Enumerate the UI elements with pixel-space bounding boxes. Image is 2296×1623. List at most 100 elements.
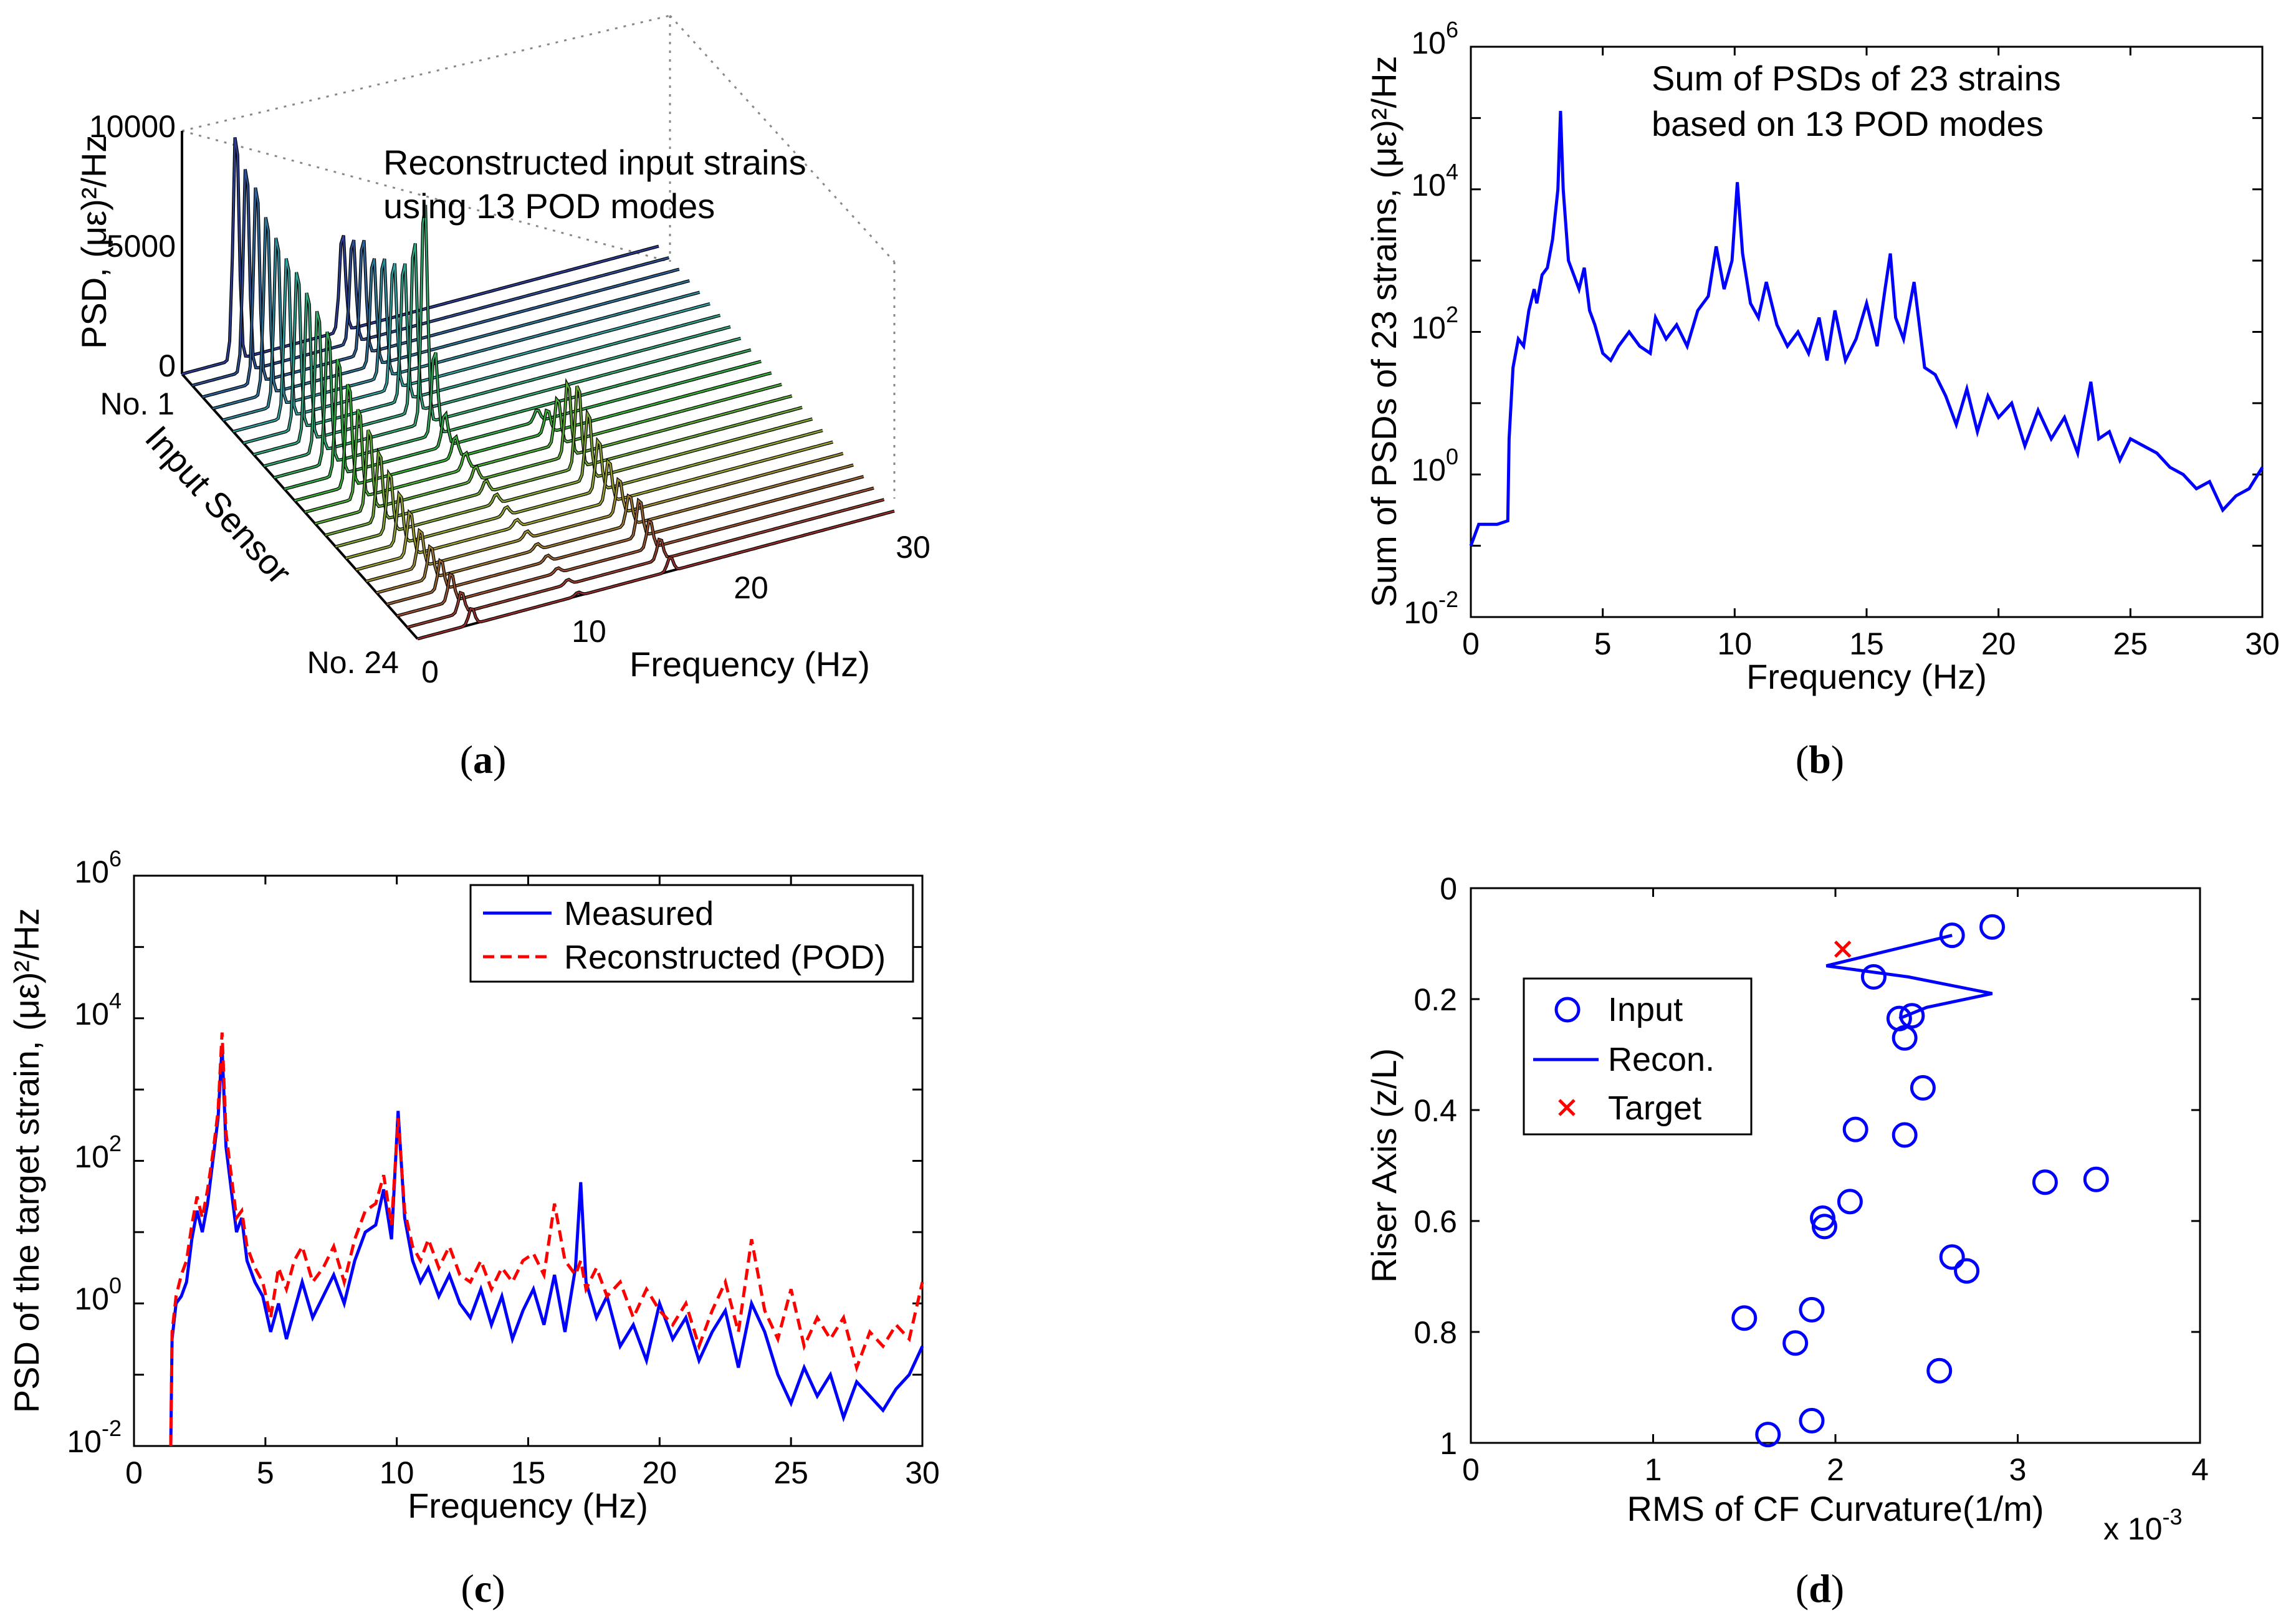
- b-series-line: [1469, 110, 2264, 547]
- d-ticks: [1470, 887, 2201, 1444]
- b-xtick-0: 0: [1462, 626, 1480, 661]
- c-legend-box: [469, 884, 914, 983]
- b-annotation-line1: Sum of PSDs of 23 strains: [1652, 59, 2061, 98]
- b-ytick-1e4: 104: [1411, 159, 1458, 203]
- input-point: [1860, 964, 1887, 990]
- a-xtick-30: 30: [896, 530, 930, 565]
- c-ytick-1e4: 104: [74, 988, 122, 1032]
- a-xtick-20: 20: [734, 570, 768, 605]
- input-point: [1926, 1357, 1953, 1384]
- panel-a-box: [181, 14, 896, 499]
- input-point: [1892, 1025, 1918, 1051]
- c-legend: Measured Reconstructed (POD): [469, 884, 914, 983]
- panel-a-waterfall: 10000 5000 0 PSD, (με)²/Hz No. 1 No. 24 …: [74, 14, 930, 782]
- d-caption: (d): [1796, 1566, 1844, 1611]
- d-ylabel: Riser Axis (z/L): [1364, 1048, 1404, 1283]
- c-xtick-25: 25: [773, 1455, 808, 1490]
- input-point: [1979, 914, 2006, 940]
- c-ytick-1e2: 102: [74, 1131, 122, 1174]
- d-ytick-0.2: 0.2: [1413, 982, 1457, 1017]
- sensor-trace: [407, 499, 884, 628]
- d-legend: Input Recon. Target: [1523, 977, 1753, 1136]
- d-xtick-4: 4: [2191, 1452, 2209, 1487]
- d-legend-swatch-input: [1554, 997, 1581, 1023]
- b-ytick-1e-2: 10-2: [1404, 586, 1458, 630]
- input-point: [2083, 1166, 2109, 1192]
- input-point: [1939, 1244, 1965, 1270]
- b-xtick-20: 20: [1981, 626, 2016, 661]
- b-caption: (b): [1796, 737, 1844, 782]
- a-xtick-0: 0: [421, 654, 439, 689]
- a-ztick-5000: 5000: [107, 229, 176, 264]
- c-ticks: [133, 874, 924, 1447]
- d-xtick-0: 0: [1462, 1452, 1480, 1487]
- c-xtick-0: 0: [125, 1455, 143, 1490]
- d-ytick-0.6: 0.6: [1413, 1204, 1457, 1239]
- d-ytick-0.8: 0.8: [1413, 1315, 1457, 1350]
- a-ylabel: Input Sensor: [138, 418, 299, 591]
- b-ytick-1e0: 100: [1411, 444, 1458, 487]
- c-ytick-1e-2: 10-2: [67, 1415, 122, 1459]
- sensor-trace: [325, 385, 803, 536]
- d-x-multiplier: x 10-3: [2103, 1504, 2183, 1546]
- c-ylabel: PSD of the target strain, (με)²/Hz: [7, 908, 46, 1413]
- c-ytick-1e6: 106: [74, 846, 122, 889]
- input-point: [1731, 1305, 1758, 1331]
- d-target-marker: [1834, 941, 1852, 958]
- b-ytick-1e6: 106: [1411, 17, 1458, 60]
- b-ytick-1e2: 102: [1411, 302, 1458, 345]
- b-xtick-10: 10: [1718, 626, 1753, 661]
- d-xtick-2: 2: [1827, 1452, 1844, 1487]
- b-xlabel: Frequency (Hz): [1746, 657, 1987, 696]
- c-xtick-15: 15: [511, 1455, 546, 1490]
- sensor-trace: [345, 429, 823, 559]
- b-xtick-25: 25: [2113, 626, 2148, 661]
- a-annotation-line2: using 13 POD modes: [383, 186, 715, 226]
- a-xtick-10: 10: [572, 614, 606, 649]
- input-point: [1799, 1296, 1825, 1323]
- d-recon-curve: [1825, 934, 1993, 1020]
- input-point: [1755, 1422, 1781, 1448]
- c-ytick-1e0: 100: [74, 1273, 122, 1316]
- c-xtick-5: 5: [257, 1455, 274, 1490]
- d-xtick-3: 3: [2009, 1452, 2027, 1487]
- panel-b-sum-psd: 0 5 10 15 20 25 30 10-2 100 102 104 106 …: [1364, 17, 2280, 782]
- input-point: [2032, 1169, 2058, 1195]
- d-ytick-1: 1: [1440, 1426, 1457, 1461]
- input-point: [1892, 1122, 1918, 1148]
- c-caption: (c): [461, 1566, 505, 1611]
- b-xtick-15: 15: [1849, 626, 1884, 661]
- a-caption: (a): [460, 737, 507, 782]
- a-ztick-0: 0: [158, 348, 176, 383]
- d-xtick-1: 1: [1645, 1452, 1662, 1487]
- d-ytick-0.4: 0.4: [1413, 1093, 1457, 1128]
- input-point: [1842, 1116, 1868, 1142]
- b-ylabel: Sum of PSDs of 23 strains, (με)²/Hz: [1364, 55, 1404, 607]
- panel-c-target-psd: 0 5 10 15 20 25 30 10-2 100 102 104 106 …: [7, 846, 940, 1611]
- c-series-measured: [169, 1046, 924, 1447]
- d-legend-swatch-target: [1558, 1099, 1576, 1116]
- b-xtick-30: 30: [2245, 626, 2280, 661]
- sensor-trace: [376, 464, 854, 594]
- panel-a-traces: [181, 137, 895, 641]
- d-input-points: [1731, 914, 2109, 1448]
- b-ticks: [1470, 45, 2264, 618]
- input-point: [1910, 1075, 1936, 1101]
- c-legend-label-reconstructed: Reconstructed (POD): [564, 939, 886, 976]
- sensor-trace: [417, 510, 895, 640]
- b-yticks: 10-2 100 102 104 106: [1404, 17, 1458, 630]
- input-point: [1782, 1330, 1809, 1356]
- a-zlabel: PSD, (με)²/Hz: [74, 135, 113, 349]
- input-point: [1939, 922, 1965, 949]
- c-xtick-10: 10: [380, 1455, 414, 1490]
- target-point-stroke: [1834, 941, 1852, 958]
- d-legend-label-input: Input: [1608, 991, 1683, 1028]
- d-legend-label-target: Target: [1608, 1089, 1701, 1127]
- c-series-reconstructed: [169, 1032, 924, 1447]
- b-annotation-line2: based on 13 POD modes: [1652, 104, 2044, 143]
- b-xtick-5: 5: [1594, 626, 1612, 661]
- d-plot-frame: [1470, 887, 2201, 1444]
- sensor-trace: [356, 441, 833, 571]
- a-ytick-no1: No. 1: [100, 386, 175, 421]
